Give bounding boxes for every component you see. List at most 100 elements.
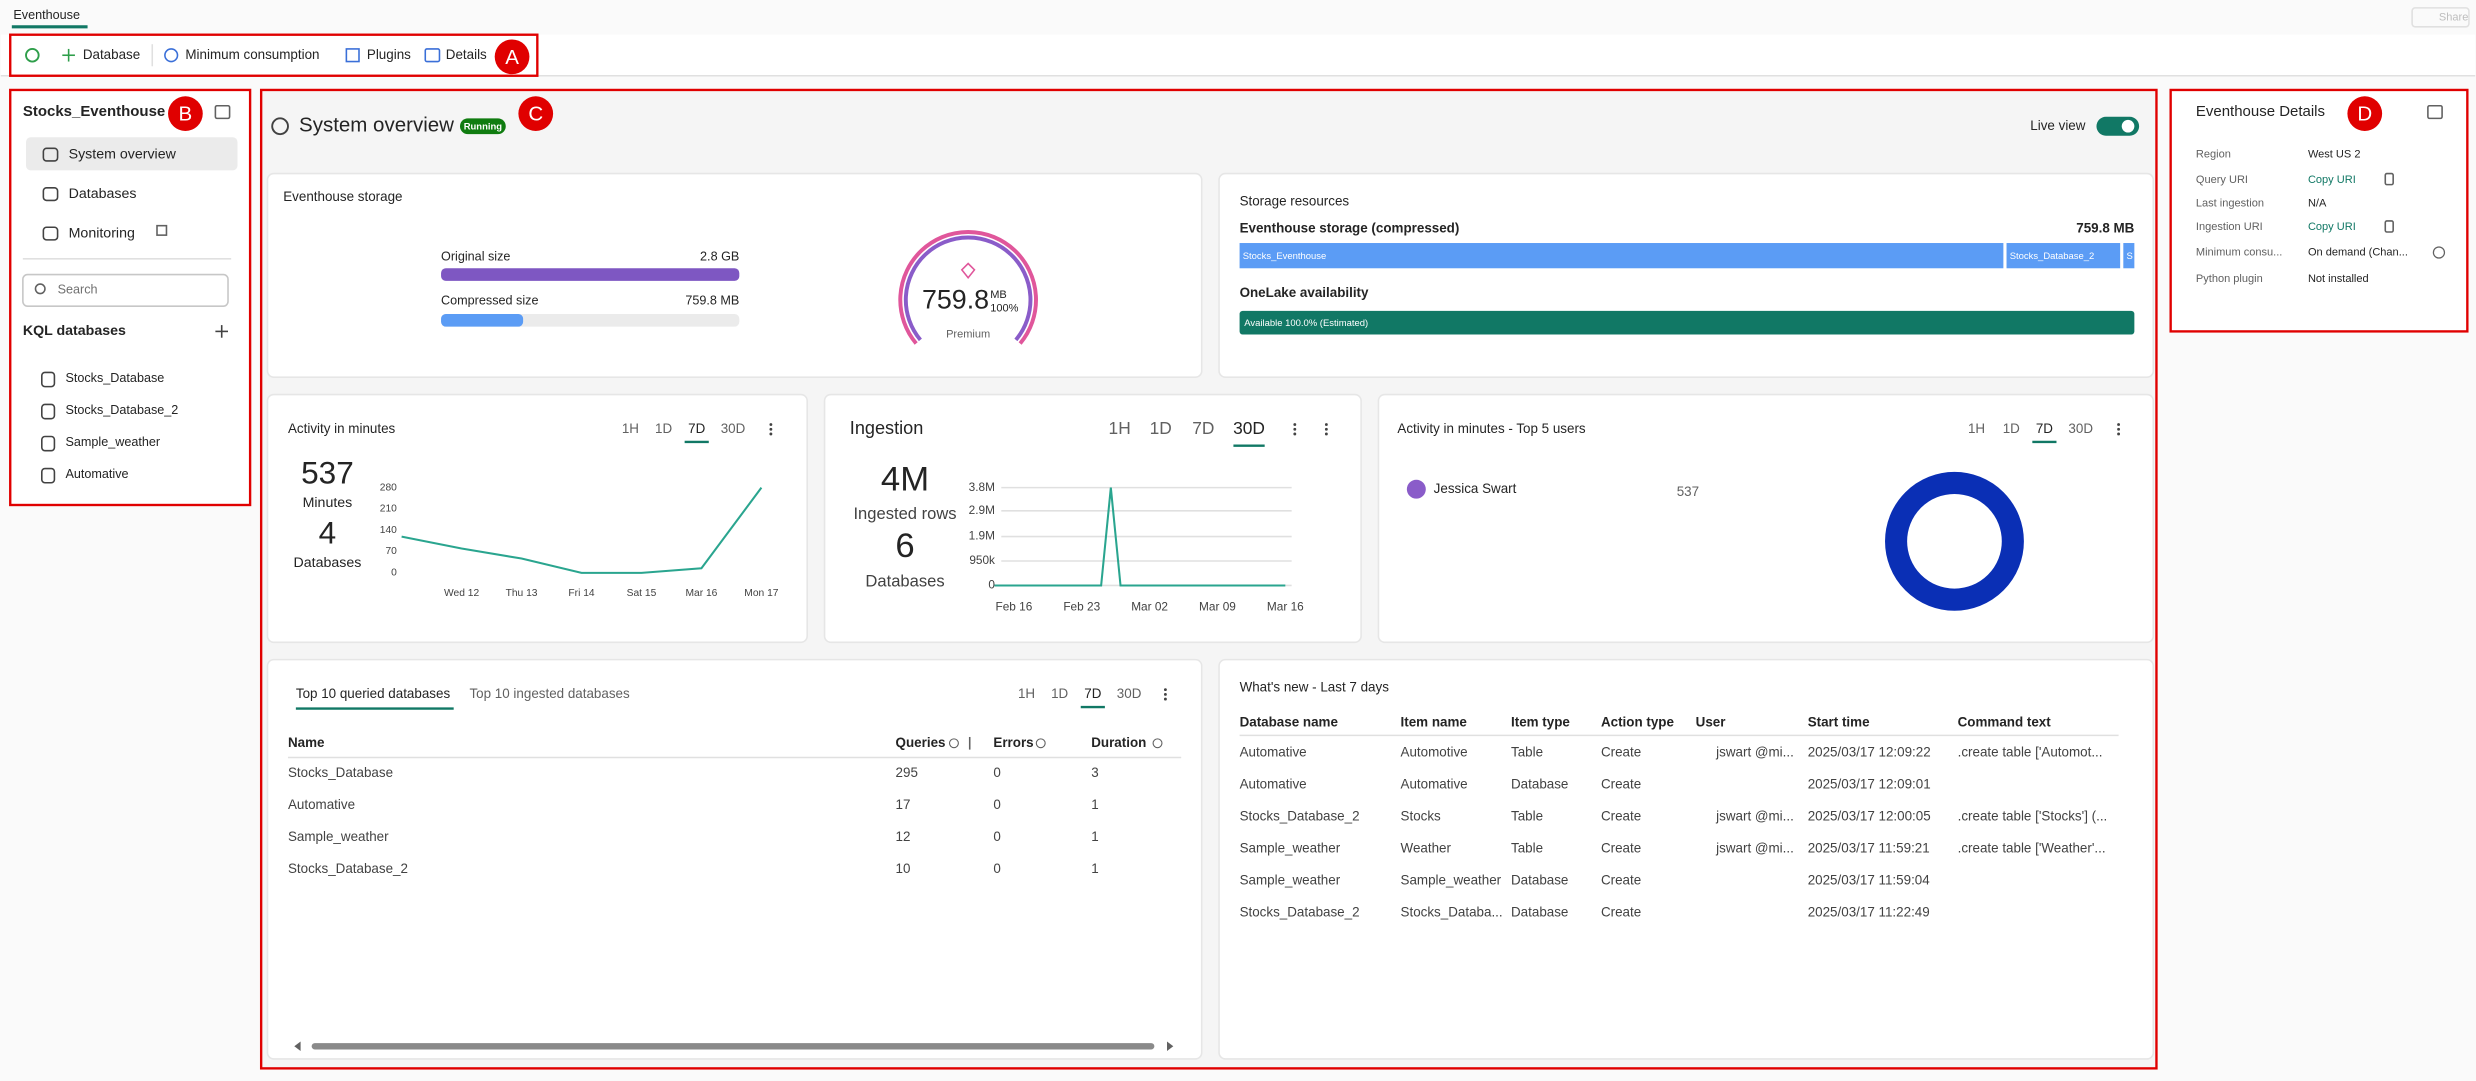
more-icon bbox=[1163, 697, 1167, 701]
users-card bbox=[1377, 393, 2155, 644]
time-filter[interactable]: 1D bbox=[1051, 686, 1068, 701]
time-filter[interactable]: 7D bbox=[1192, 418, 1214, 438]
time-filter[interactable]: 30D bbox=[2068, 421, 2093, 436]
more-icon bbox=[1324, 432, 1328, 436]
table-cell: Sample_weather bbox=[1401, 872, 1502, 887]
detail-key: Query URI bbox=[2196, 174, 2248, 186]
time-filter[interactable]: 1H bbox=[1018, 686, 1035, 701]
page-title: System overview bbox=[299, 114, 454, 137]
time-filter[interactable]: 30D bbox=[1117, 686, 1142, 701]
nav-icon bbox=[42, 147, 59, 162]
copy-link[interactable]: Copy URI bbox=[2308, 174, 2356, 186]
kpi-value: 537 bbox=[301, 454, 354, 490]
time-filter[interactable]: 30D bbox=[721, 421, 746, 436]
collapse-icon[interactable] bbox=[214, 104, 231, 120]
segment-label: S bbox=[2126, 251, 2132, 262]
tab[interactable]: Top 10 ingested databases bbox=[469, 686, 630, 701]
table-cell: 0 bbox=[993, 861, 1000, 876]
time-filter[interactable]: 1H bbox=[622, 421, 639, 436]
share-button[interactable]: Share bbox=[2439, 11, 2468, 23]
more-icon bbox=[769, 432, 773, 436]
toolbar-button[interactable]: Database bbox=[83, 47, 140, 62]
table-cell: Stocks_Database bbox=[288, 765, 393, 780]
collapse-icon[interactable] bbox=[2427, 104, 2443, 120]
column-header: Name bbox=[288, 735, 325, 750]
callout-badge bbox=[2347, 96, 2383, 131]
more-icon bbox=[2117, 427, 2121, 431]
tab[interactable]: Top 10 queried databases bbox=[296, 686, 451, 701]
share-outline bbox=[2411, 7, 2470, 28]
premium-diamond bbox=[960, 262, 976, 280]
database-item[interactable]: Automative bbox=[65, 467, 128, 481]
tab-label[interactable]: Eventhouse bbox=[13, 8, 80, 22]
original-size-bar bbox=[441, 268, 740, 281]
live-view-label: Live view bbox=[2030, 118, 2085, 133]
table-cell: Sample_weather bbox=[1240, 872, 1341, 887]
x-tick-label: Feb 23 bbox=[1063, 600, 1100, 614]
label: MB bbox=[990, 289, 1007, 301]
nav-item[interactable]: System overview bbox=[69, 146, 177, 162]
more-icon bbox=[1324, 427, 1328, 431]
column-header: Queries bbox=[896, 735, 946, 750]
database-item[interactable]: Sample_weather bbox=[65, 435, 160, 449]
column-header: Start time bbox=[1808, 714, 1870, 729]
scrollbar-thumb[interactable] bbox=[311, 1043, 1155, 1050]
time-filter[interactable]: 7D bbox=[688, 421, 705, 436]
refresh-icon[interactable] bbox=[25, 47, 40, 63]
label: Databases bbox=[865, 572, 944, 591]
nav-item[interactable]: Databases bbox=[69, 186, 137, 202]
card-title: Activity in minutes bbox=[288, 421, 396, 436]
time-filter[interactable]: 1H bbox=[1968, 421, 1985, 436]
time-filter[interactable]: 7D bbox=[1084, 686, 1101, 701]
more-icon bbox=[1324, 423, 1328, 426]
more-icon bbox=[1293, 432, 1297, 436]
x-tick-label: Mar 16 bbox=[685, 588, 717, 599]
toolbar-button[interactable]: Minimum consumption bbox=[185, 47, 319, 62]
overview-icon bbox=[271, 117, 289, 136]
nav-icon bbox=[42, 187, 59, 202]
table-cell: .create table ['Stocks'] (... bbox=[1958, 808, 2108, 823]
nav-item[interactable]: Monitoring bbox=[69, 225, 135, 241]
label: Minutes bbox=[303, 495, 353, 511]
user-avatar bbox=[1406, 479, 1426, 499]
database-item[interactable]: Stocks_Database bbox=[65, 371, 164, 385]
time-filter[interactable]: 1D bbox=[1150, 418, 1172, 438]
callout-badge bbox=[518, 96, 554, 131]
table-cell: Database bbox=[1511, 904, 1568, 919]
x-tick-label: Mar 16 bbox=[1267, 600, 1304, 614]
time-filter[interactable]: 1D bbox=[2003, 421, 2020, 436]
table-cell: 2025/03/17 12:09:01 bbox=[1808, 776, 1931, 791]
time-filter[interactable]: 1D bbox=[655, 421, 672, 436]
table-cell: Create bbox=[1601, 808, 1641, 823]
search-box[interactable] bbox=[22, 273, 229, 307]
callout-letter: A bbox=[505, 46, 519, 69]
copy-icon bbox=[2384, 220, 2394, 233]
column-header: Errors bbox=[993, 735, 1033, 750]
copy-link[interactable]: Copy URI bbox=[2308, 221, 2356, 233]
callout-letter: C bbox=[528, 103, 543, 126]
storage-segment bbox=[2006, 243, 2121, 269]
table-cell: Automative bbox=[1240, 744, 1307, 759]
info-icon bbox=[2432, 246, 2446, 259]
database-icon bbox=[41, 403, 56, 420]
time-filter[interactable]: 7D bbox=[2036, 421, 2053, 436]
table-cell: Table bbox=[1511, 744, 1543, 759]
copy-icon bbox=[2384, 172, 2394, 186]
activity-card bbox=[266, 393, 808, 644]
label: Databases bbox=[294, 555, 362, 571]
time-filter[interactable]: 1H bbox=[1109, 418, 1131, 438]
database-item[interactable]: Stocks_Database_2 bbox=[65, 403, 178, 417]
table-cell: 2025/03/17 12:09:22 bbox=[1808, 744, 1931, 759]
table-cell: Stocks bbox=[1401, 808, 1442, 823]
toolbar-button[interactable]: Details bbox=[446, 47, 487, 62]
table-cell: jswart @mi... bbox=[1715, 744, 1794, 759]
y-tick-label: 0 bbox=[988, 578, 995, 592]
toolbar-button[interactable]: Plugins bbox=[367, 47, 411, 62]
onelake-bar-label: Available 100.0% (Estimated) bbox=[1244, 318, 1368, 329]
details-icon bbox=[424, 48, 441, 63]
time-filter[interactable]: 30D bbox=[1233, 418, 1265, 438]
more-icon bbox=[1293, 427, 1297, 431]
label: Premium bbox=[946, 328, 990, 340]
y-tick-label: 70 bbox=[385, 546, 397, 557]
